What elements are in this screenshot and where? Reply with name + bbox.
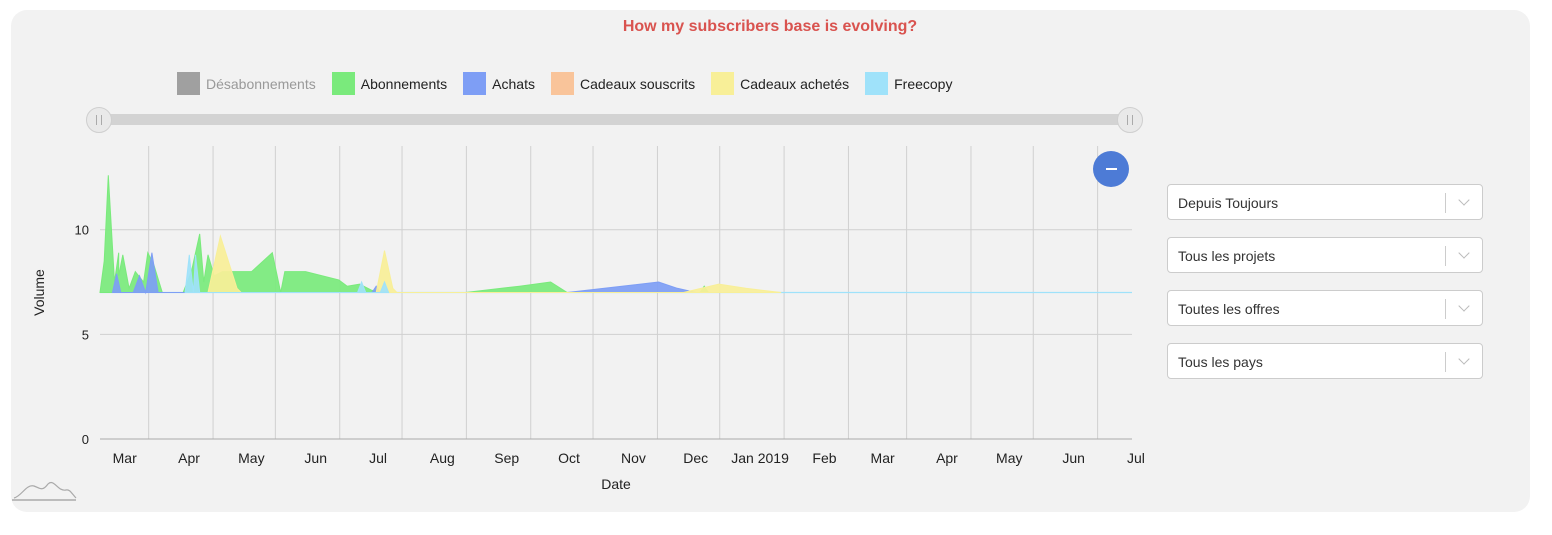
chevron-down-icon[interactable] [1458, 300, 1470, 312]
x-tick-label: Jul [1127, 450, 1145, 466]
legend-label: Freecopy [894, 75, 953, 92]
legend-swatch [177, 72, 200, 95]
chart-title: How my subscribers base is evolving? [622, 18, 918, 35]
y-tick-label: 10 [75, 223, 89, 238]
series-area [184, 254, 390, 293]
project-select-value: Tous les projets [1178, 248, 1276, 264]
x-tick-label: Mar [113, 450, 137, 466]
select-separator [1445, 299, 1446, 319]
chart-legend: Désabonnements Abonnements Achats Cadeaux s… [177, 72, 968, 95]
zoom-out-button[interactable] [1093, 151, 1129, 187]
offer-select-value: Toutes les offres [1178, 301, 1280, 317]
x-tick-label: Dec [683, 450, 708, 466]
country-select-value: Tous les pays [1178, 354, 1263, 370]
legend-label: Cadeaux achetés [740, 75, 850, 92]
x-tick-label: Aug [430, 450, 455, 466]
x-tick-label: Oct [558, 450, 580, 466]
offer-select[interactable]: Toutes les offres [1167, 290, 1483, 326]
range-slider-end-handle[interactable] [1117, 107, 1143, 133]
range-slider-track[interactable] [89, 114, 1130, 125]
y-tick-label: 5 [82, 327, 89, 342]
y-tick-label: 0 [82, 432, 89, 447]
x-tick-label: Feb [812, 450, 836, 466]
x-tick-label: Jun [1062, 450, 1085, 466]
x-tick-label: Jun [304, 450, 327, 466]
x-tick-label: Nov [621, 450, 646, 466]
legend-swatch [331, 72, 355, 95]
y-axis-title: Volume [31, 269, 47, 316]
country-select[interactable]: Tous les pays [1167, 343, 1483, 379]
legend-swatch [550, 72, 574, 95]
legend-item[interactable]: Freecopy [865, 72, 952, 95]
x-tick-label: Sep [494, 450, 519, 466]
chevron-down-icon[interactable] [1458, 247, 1470, 259]
legend-item[interactable]: Achats [463, 72, 535, 95]
chevron-down-icon[interactable] [1458, 353, 1470, 365]
x-tick-label: Jul [369, 450, 387, 466]
x-tick-label: May [996, 450, 1022, 466]
select-separator [1445, 193, 1446, 213]
x-tick-label: Apr [936, 450, 958, 466]
legend-item[interactable]: Cadeaux achetés [711, 72, 849, 95]
legend-label: Achats [492, 75, 535, 92]
legend-label: Désabonnements [206, 75, 316, 92]
period-select[interactable]: Depuis Toujours [1167, 184, 1483, 220]
x-tick-label: Mar [871, 450, 895, 466]
area-chart-logo-icon [12, 482, 77, 501]
x-tick-label: May [238, 450, 264, 466]
select-separator [1445, 352, 1446, 372]
chevron-down-icon[interactable] [1458, 194, 1470, 206]
legend-item[interactable]: Désabonnements [177, 72, 316, 95]
x-tick-label: Apr [178, 450, 200, 466]
period-select-value: Depuis Toujours [1178, 195, 1279, 211]
legend-item[interactable]: Cadeaux souscrits [550, 72, 696, 95]
project-select[interactable]: Tous les projets [1167, 237, 1483, 273]
legend-label: Abonnements [360, 75, 448, 92]
series-area [207, 234, 782, 293]
legend-swatch [463, 72, 487, 95]
x-tick-label: Jan 2019 [731, 450, 789, 466]
x-axis-title: Date [601, 476, 631, 492]
legend-swatch [711, 72, 735, 95]
range-slider-start-handle[interactable] [86, 107, 112, 133]
legend-swatch [865, 72, 889, 95]
select-separator [1445, 246, 1446, 266]
legend-label: Cadeaux souscrits [579, 75, 696, 92]
legend-item[interactable]: Abonnements [331, 72, 448, 95]
